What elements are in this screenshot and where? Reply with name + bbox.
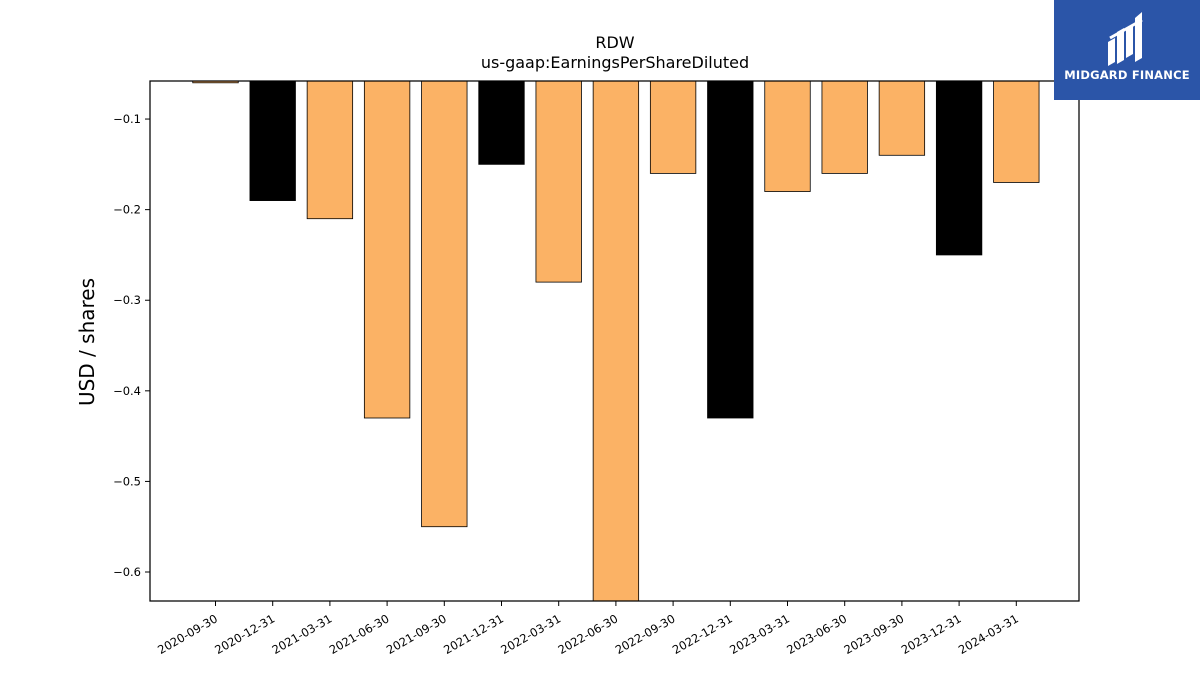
x-tick-label: 2022-09-30 <box>613 611 678 657</box>
x-tick-label: 2021-03-31 <box>270 611 335 657</box>
chart-title: RDW <box>595 33 634 52</box>
y-tick-label: −0.1 <box>113 112 141 126</box>
x-tick-label: 2020-09-30 <box>155 611 220 657</box>
x-tick-label: 2022-03-31 <box>498 611 563 657</box>
x-tick-label: 2023-06-30 <box>784 611 849 657</box>
x-tick-label: 2023-12-31 <box>899 611 964 657</box>
brand-name: MIDGARD FINANCE <box>1064 68 1190 82</box>
x-tick-label: 2021-06-30 <box>327 611 392 657</box>
x-tick-label: 2022-12-31 <box>670 611 735 657</box>
y-axis-label: USD / shares <box>75 278 99 406</box>
x-tick-label: 2022-06-30 <box>556 611 621 657</box>
bar-2021-12-31 <box>478 80 525 165</box>
y-tick-label: −0.4 <box>113 384 141 398</box>
x-ticks-group: 2020-09-302020-12-312021-03-312021-06-30… <box>155 601 1021 657</box>
x-tick-label: 2024-03-31 <box>956 611 1021 657</box>
bar-2023-03-31 <box>764 80 811 192</box>
bar-2021-09-30 <box>421 80 468 528</box>
x-tick-label: 2021-12-31 <box>441 611 506 657</box>
y-tick-label: −0.6 <box>113 565 141 579</box>
bar-2022-12-31 <box>707 80 754 419</box>
y-tick-label: −0.3 <box>113 293 141 307</box>
chart-subtitle: us-gaap:EarningsPerShareDiluted <box>481 53 749 72</box>
y-tick-label: −0.2 <box>113 203 141 217</box>
y-ticks-group: −0.1 −0.2 −0.3 −0.4 −0.5 −0.6 <box>113 112 150 579</box>
brand-logo: MIDGARD FINANCE <box>1054 0 1200 100</box>
bar-2021-03-31 <box>306 80 354 220</box>
plot-frame <box>149 80 1080 602</box>
bar-2022-03-31 <box>535 80 582 283</box>
bar-2022-06-30 <box>592 80 640 602</box>
x-tick-label: 2023-09-30 <box>842 611 907 657</box>
bar-2021-06-30 <box>363 80 411 419</box>
midgard-logo-icon <box>1108 12 1143 66</box>
bar-2024-03-31 <box>993 80 1040 183</box>
x-tick-label: 2023-03-31 <box>727 611 792 657</box>
x-tick-label: 2020-12-31 <box>212 611 277 657</box>
bar-2023-09-30 <box>878 80 926 156</box>
x-tick-label: 2021-09-30 <box>384 611 449 657</box>
bar-2023-12-31 <box>935 80 983 256</box>
bar-2023-06-30 <box>821 80 868 174</box>
y-tick-label: −0.5 <box>113 474 141 488</box>
bar-2022-09-30 <box>649 80 697 174</box>
bars-group <box>192 80 1040 602</box>
bar-2020-12-31 <box>249 80 296 201</box>
